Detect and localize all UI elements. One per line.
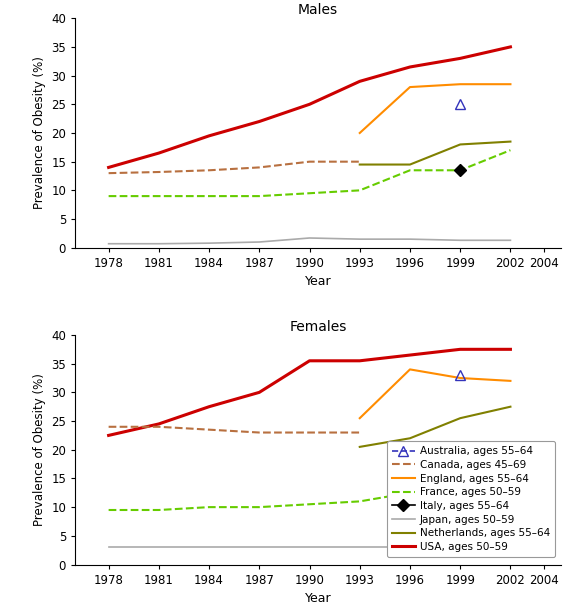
- X-axis label: Year: Year: [305, 276, 331, 288]
- Title: Males: Males: [298, 3, 338, 17]
- Title: Females: Females: [289, 320, 347, 334]
- Legend: Australia, ages 55–64, Canada, ages 45–69, England, ages 55–64, France, ages 50–: Australia, ages 55–64, Canada, ages 45–6…: [387, 441, 555, 557]
- Y-axis label: Prevalence of Obesity (%): Prevalence of Obesity (%): [33, 56, 46, 209]
- Y-axis label: Prevalence of Obesity (%): Prevalence of Obesity (%): [33, 373, 46, 526]
- X-axis label: Year: Year: [305, 592, 331, 605]
